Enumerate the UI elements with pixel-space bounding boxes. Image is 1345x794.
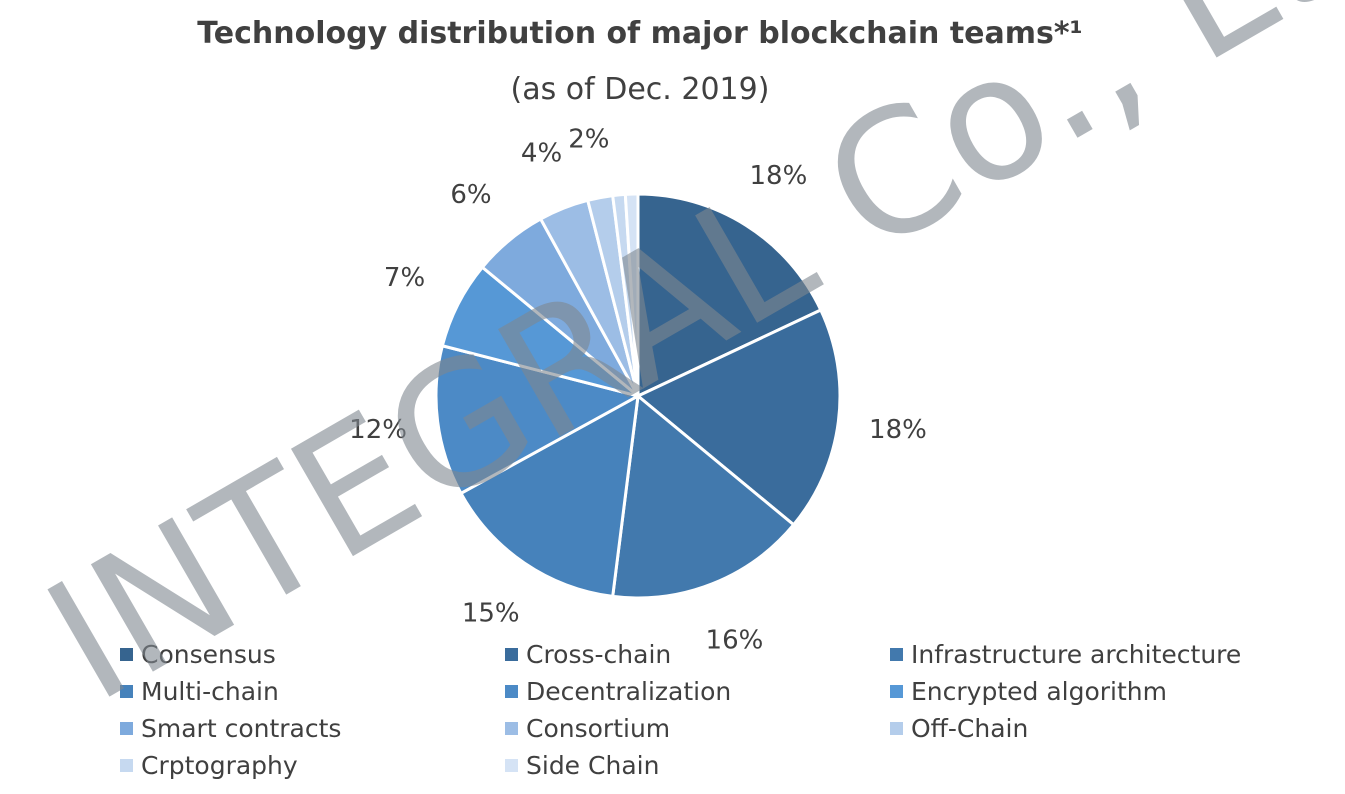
legend-label: Multi-chain (141, 677, 279, 706)
chart-subtitle: (as of Dec. 2019) (510, 72, 770, 107)
legend-swatch (120, 685, 133, 698)
legend-label: Smart contracts (141, 714, 342, 743)
legend-item-decentralization: Decentralization (505, 677, 731, 706)
data-label-off-chain: 2% (568, 125, 609, 155)
pie-slice-side-chain (623, 192, 640, 397)
pie-slice-multi-chain (458, 393, 640, 599)
legend-label: Cross-chain (526, 640, 672, 669)
legend-item-encrypted-algorithm: Encrypted algorithm (890, 677, 1167, 706)
pie-slice-decentralization (434, 343, 643, 496)
legend-swatch (120, 722, 133, 735)
legend-item-crptography: Crptography (120, 751, 298, 780)
legend-item-side-chain: Side Chain (505, 751, 659, 780)
legend-swatch (505, 722, 518, 735)
legend-item-multi-chain: Multi-chain (120, 677, 279, 706)
legend-swatch (505, 648, 518, 661)
legend-item-cross-chain: Cross-chain (505, 640, 671, 669)
legend-item-consensus: Consensus (120, 640, 276, 669)
legend-label: Encrypted algorithm (911, 677, 1167, 706)
legend-item-consortium: Consortium (505, 714, 670, 743)
data-label-encrypted-algorithm: 7% (384, 263, 425, 293)
legend-label: Consortium (526, 714, 671, 743)
legend-swatch (505, 759, 518, 772)
legend-swatch (505, 685, 518, 698)
legend-item-infrastructure-architecture: Infrastructure architecture (890, 640, 1241, 669)
legend-swatch (120, 759, 133, 772)
pie-slice-consensus (636, 192, 823, 399)
legend-item-off-chain: Off-Chain (890, 714, 1028, 743)
legend-label: Consensus (141, 640, 276, 669)
legend-label: Off-Chain (911, 714, 1029, 743)
pie-slice-infrastructure-architecture (611, 393, 796, 600)
data-label-multi-chain: 15% (462, 599, 520, 629)
legend-swatch (890, 648, 903, 661)
data-label-consensus: 18% (749, 161, 807, 191)
legend-label: Side Chain (526, 751, 660, 780)
data-label-decentralization: 12% (349, 415, 407, 445)
legend-label: Infrastructure architecture (911, 640, 1242, 669)
chart-title: Technology distribution of major blockch… (197, 16, 1083, 51)
data-label-cross-chain: 18% (869, 415, 927, 445)
pie-slice-cross-chain (635, 307, 842, 527)
data-label-consortium: 4% (521, 138, 562, 168)
legend-item-smart-contracts: Smart contracts (120, 714, 341, 743)
data-label-infrastructure-architecture: 16% (706, 626, 764, 656)
legend-swatch (890, 722, 903, 735)
legend-label: Decentralization (526, 677, 732, 706)
legend-swatch (890, 685, 903, 698)
legend-swatch (120, 648, 133, 661)
data-label-smart-contracts: 6% (450, 180, 491, 210)
legend-label: Crptography (141, 751, 298, 780)
